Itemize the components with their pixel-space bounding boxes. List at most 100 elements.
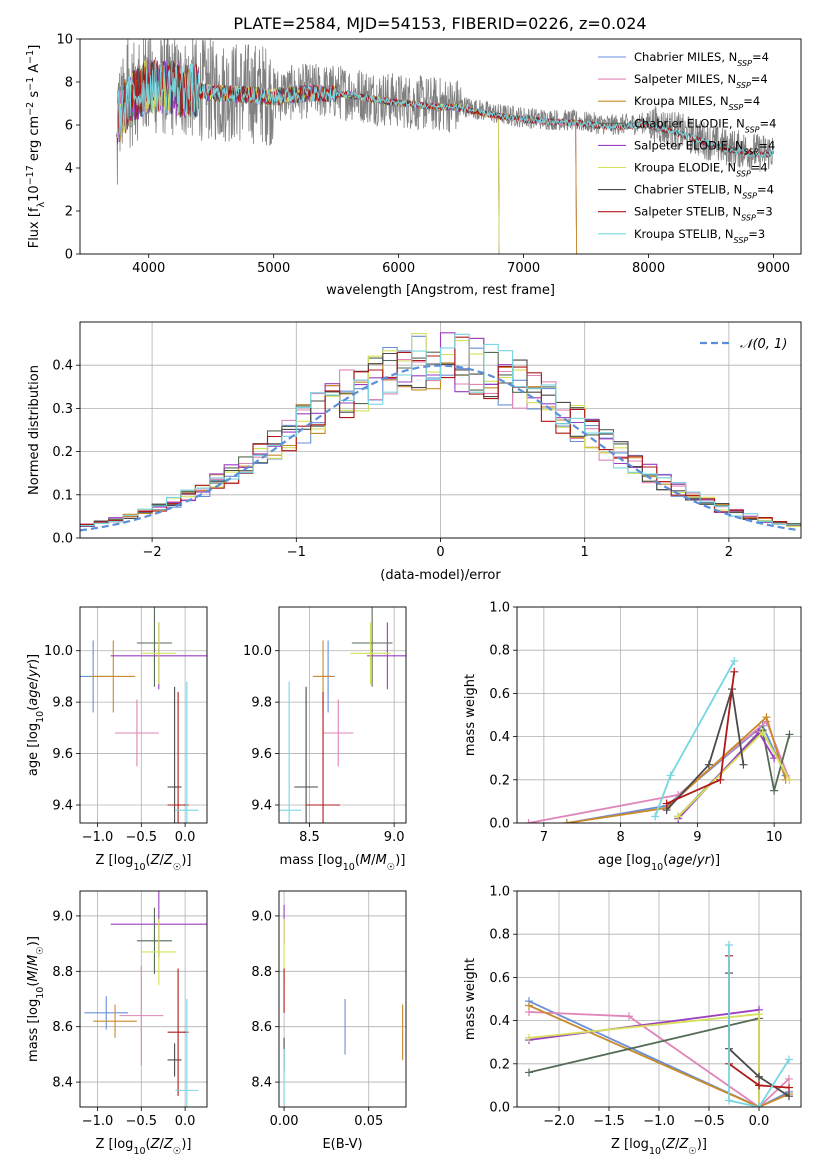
label-part: age [log (26, 723, 41, 776)
y-tick-label: 0.8 (489, 928, 510, 943)
y-tick-label: 9.4 (52, 799, 73, 814)
x-tick-label: −0.5 (126, 1114, 158, 1129)
legend-text: Chabrier STELIB, N (634, 183, 742, 197)
y-tick-label: 4 (65, 162, 73, 177)
x-axis-label: Z [log10(Z/Z☉)] (96, 853, 192, 873)
weight-line (528, 1017, 760, 1107)
axes-frame (79, 321, 802, 539)
label-part: ☉ (688, 1146, 697, 1157)
x-tick-label: −1.0 (82, 830, 114, 845)
legend-sub: SSP (737, 59, 752, 68)
label-part: M (360, 853, 371, 868)
point-marker (562, 819, 571, 823)
legend-count: =4 (743, 94, 760, 108)
label-part: Z (150, 853, 161, 868)
y-tick-label: 0.6 (489, 687, 510, 702)
x-axis-label: mass [log10(M/M☉)] (280, 853, 406, 873)
x-tick-label: −1.0 (82, 1114, 114, 1129)
label-part: Z (150, 1137, 161, 1152)
x-axis-label: Z [log10(Z/Z☉)] (611, 1137, 707, 1157)
x-tick-label: 8.5 (299, 830, 320, 845)
legend-count: =4 (757, 183, 774, 197)
label-part: M (26, 970, 41, 981)
hist-kroupa-stelib (80, 333, 801, 527)
y-tick-label: 9.0 (251, 909, 272, 924)
weight-line (677, 730, 775, 820)
label-part: −1 (25, 50, 36, 64)
label-part: Z [log (96, 1137, 134, 1152)
x-tick-label: 1 (581, 545, 589, 560)
point-marker (725, 941, 733, 949)
x-tick-label: −2 (143, 545, 162, 560)
label-part: / (26, 965, 41, 970)
weight-line (654, 660, 735, 817)
y-tick-label: 0.1 (52, 488, 73, 503)
x-axis-label: age [log10(age/yr)] (598, 853, 720, 873)
axes-frame (516, 890, 802, 1108)
label-part: / (675, 1137, 680, 1152)
point-marker (666, 771, 675, 780)
y-tick-label: 2 (65, 205, 73, 220)
label-part: ( (146, 1137, 151, 1152)
point-marker (651, 812, 660, 821)
label-part: M (26, 955, 41, 966)
label-part: 10 (343, 862, 355, 873)
label-part: / (693, 853, 698, 868)
label-part: ( (663, 853, 668, 868)
label-part: M (376, 853, 387, 868)
x-tick-label: 7000 (507, 261, 540, 276)
y-tick-label: 9.8 (251, 696, 272, 711)
label-part: )] (26, 654, 41, 664)
legend-sub: SSP (744, 147, 759, 156)
point-marker (755, 1103, 763, 1107)
x-tick-label: 0 (436, 545, 444, 560)
x-tick-label: 0.0 (175, 1114, 196, 1129)
y-axis-label: mass weight (463, 958, 478, 1040)
label-part: Z [log (611, 1137, 649, 1152)
point-marker (785, 1092, 793, 1101)
legend: 𝒩(0, 1) (700, 337, 787, 352)
legend-sub: SSP (742, 191, 757, 200)
label-part: yr (696, 853, 712, 868)
point-marker (525, 1001, 533, 1010)
legend-sub: SSP (736, 169, 751, 178)
legend-count: =4 (758, 138, 775, 152)
weight-line (677, 728, 791, 818)
grid-age-vs-mass (279, 607, 406, 823)
weight-line (528, 1000, 790, 1107)
legend-text: Salpeter STELIB, N (634, 205, 741, 219)
weight-line (677, 730, 791, 818)
x-tick-label: −2.0 (543, 1114, 575, 1129)
label-part: ] (27, 45, 42, 50)
axes-frame (79, 606, 208, 824)
x-axis-label: wavelength [Angstrom, rest frame] (326, 283, 555, 298)
point-marker (755, 1010, 763, 1019)
x-tick-label: 7 (540, 830, 548, 845)
legend-text: Chabrier ELODIE, N (634, 116, 745, 130)
plots: 4000 5000 6000 7000 8000 90000246810wavelengt… (25, 33, 802, 1157)
x-axis-label: Z [log10(Z/Z☉)] (96, 1137, 192, 1157)
y-tick-label: 0 (65, 248, 73, 263)
legend-label: 𝒩(0, 1) (740, 337, 787, 352)
label-part: λ (36, 201, 47, 207)
label-part: A (27, 64, 42, 77)
label-part: s (27, 91, 42, 102)
label-part: )] (697, 1137, 707, 1152)
y-tick-label: 8.4 (52, 1076, 73, 1091)
y-tick-label: 1.0 (489, 601, 510, 616)
point-marker (785, 1055, 793, 1064)
point-marker (725, 1096, 733, 1105)
label-part: ( (26, 982, 41, 987)
label-part: / (371, 853, 376, 868)
x-tick-label: −0.5 (126, 830, 158, 845)
label-part: ( (355, 853, 360, 868)
legend-sub: SSP (741, 213, 756, 222)
label-part: age (668, 853, 692, 868)
point-marker (739, 760, 748, 769)
y-tick-label: 8.8 (52, 965, 73, 980)
label-part: mass weight (463, 674, 478, 756)
y-tick-label: 0.2 (52, 445, 73, 460)
legend-label: Chabrier ELODIE, NSSP=4 (634, 116, 776, 134)
